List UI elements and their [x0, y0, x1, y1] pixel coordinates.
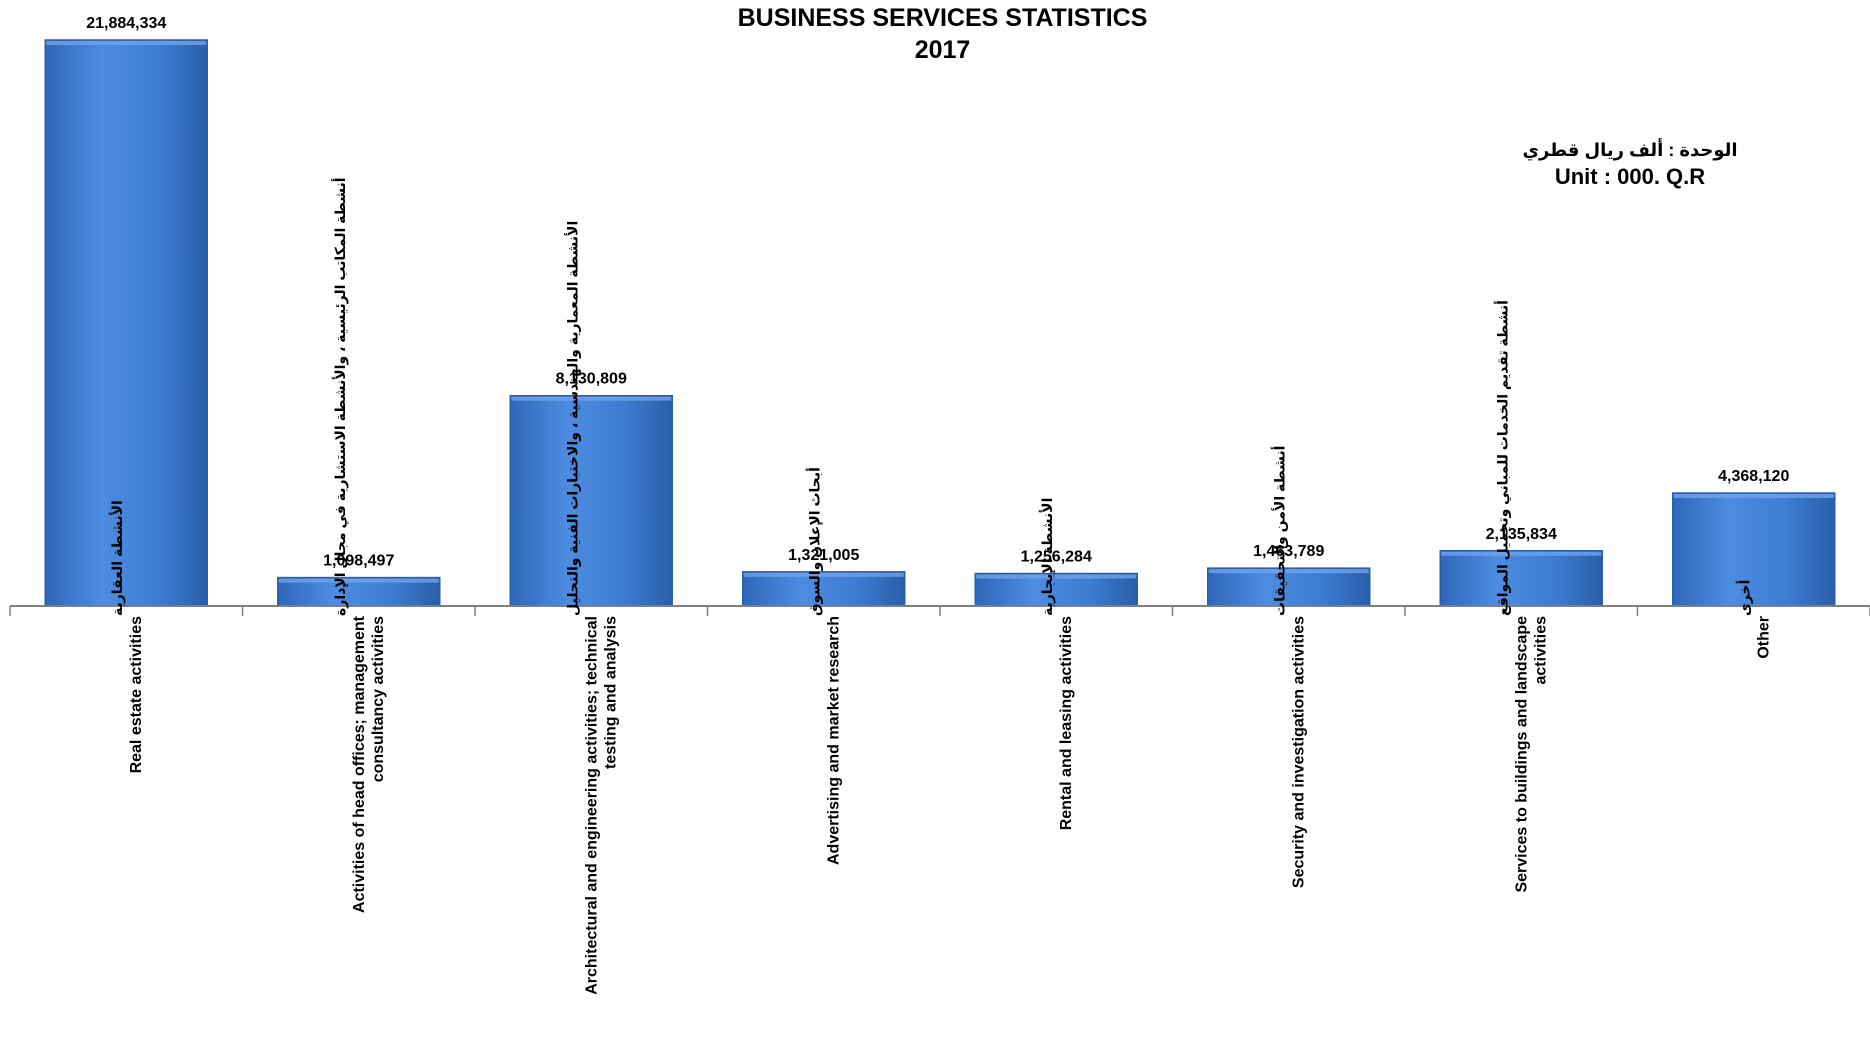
- category-label-arabic: الأنشطة الإيجارية: [1039, 498, 1056, 616]
- chart-title-block: BUSINESS SERVICES STATISTICS 2017: [0, 2, 1870, 66]
- category-label-english: Advertising and market research: [825, 616, 842, 865]
- data-label: 1,321,005: [788, 547, 859, 564]
- chart-title: BUSINESS SERVICES STATISTICS: [737, 4, 1148, 32]
- bar: [742, 571, 906, 607]
- category-label-arabic: أخرى: [1735, 580, 1753, 616]
- category-label-english: Other: [1755, 616, 1772, 659]
- category-label-english: Architectural and engineering activities…: [583, 616, 600, 995]
- data-label: 8,130,809: [556, 371, 627, 388]
- data-label: 1,463,789: [1253, 543, 1324, 560]
- bar-highlight: [1441, 551, 1602, 556]
- category-label-arabic: أبحاث الإعلان والسوق: [805, 467, 823, 616]
- chart-subtitle: 2017: [914, 36, 971, 64]
- unit-note: الوحدة : ألف ريال قطري Unit : 000. Q.R: [1495, 137, 1765, 191]
- bar-highlight: [278, 578, 439, 583]
- bar-highlight: [976, 574, 1137, 579]
- bar-highlight: [1673, 494, 1834, 499]
- data-label: 21,884,334: [86, 15, 166, 32]
- data-label: 1,256,284: [1021, 549, 1092, 566]
- category-label-english: Rental and leasing activities: [1058, 616, 1075, 830]
- x-axis-ticks: [9, 606, 1870, 616]
- data-label: 1,098,497: [323, 553, 394, 570]
- category-label-arabic: الأنشطة المعمارية والهندسية ، والاختبارا…: [564, 221, 581, 616]
- category-label-english: consultancy activities: [370, 616, 387, 782]
- bar: [1672, 492, 1836, 607]
- category-label-english: activities: [1532, 616, 1549, 685]
- bar-highlight: [46, 41, 207, 45]
- unit-note-english: Unit : 000. Q.R: [1554, 164, 1706, 189]
- bar: [509, 394, 673, 607]
- category-label-arabic: أنشطة تقديم الخدمات للمباني وتجميل الموا…: [1493, 300, 1511, 616]
- category-label-arabic: أنشطة المكاتب الرئيسية ، والأنشطة الاستش…: [331, 177, 349, 616]
- bars-layer: [44, 39, 1836, 607]
- category-label-english: Services to buildings and landscape: [1513, 616, 1530, 893]
- category-label-english: Security and investigation activities: [1290, 616, 1307, 888]
- category-label-arabic: أنشطة الأمن والتحقيقات: [1270, 446, 1288, 616]
- bar-highlight: [1208, 569, 1369, 574]
- category-label: أنشطة تقديم الخدمات للمباني وتجميل الموا…: [1493, 300, 1549, 892]
- category-label-english: Activities of head offices; management: [351, 615, 368, 913]
- data-label: 4,368,120: [1718, 468, 1789, 485]
- bar-highlight: [743, 572, 904, 577]
- category-label-english: testing and analysis: [602, 616, 619, 769]
- bar-highlight: [511, 396, 672, 401]
- data-label: 2,135,834: [1486, 526, 1557, 543]
- unit-note-arabic: الوحدة : ألف ريال قطري: [1522, 140, 1738, 160]
- category-label: أنشطة المكاتب الرئيسية ، والأنشطة الاستش…: [331, 177, 387, 913]
- bar: [1439, 550, 1603, 607]
- bar: [44, 39, 208, 607]
- category-label-arabic: الأنشطة العقارية: [109, 500, 125, 616]
- category-label: الأنشطة المعمارية والهندسية ، والاختبارا…: [564, 221, 619, 995]
- bar: [1207, 567, 1371, 607]
- category-label-english: Real estate activities: [128, 616, 145, 774]
